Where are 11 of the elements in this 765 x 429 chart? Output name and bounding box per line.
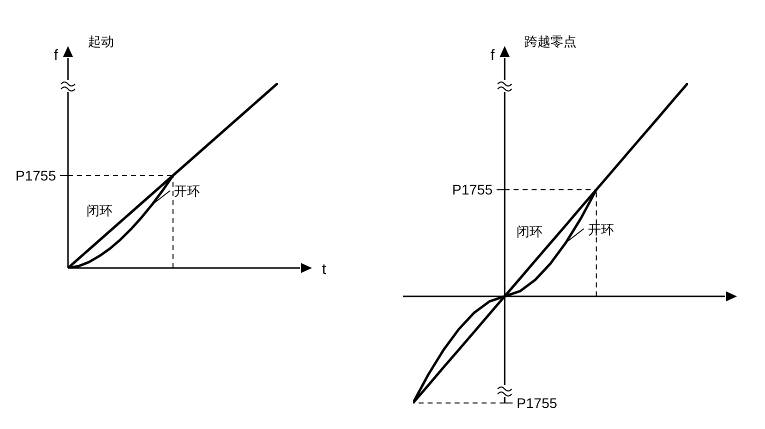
chart-title: 起动 [88,34,114,49]
y-axis-title: f [490,47,496,64]
chart-title: 跨越零点 [524,34,577,49]
x-axis-title: t [322,261,327,278]
y-axis-title: f [54,47,59,64]
legend-label: 开环 [174,184,200,199]
ref-line-label: P1755 [452,182,493,198]
ref-line-label: P1755 [16,168,56,184]
ref-line-label: P1755 [516,395,558,411]
series-label: 闭环 [86,202,112,218]
series-label: 闭环 [516,224,542,239]
